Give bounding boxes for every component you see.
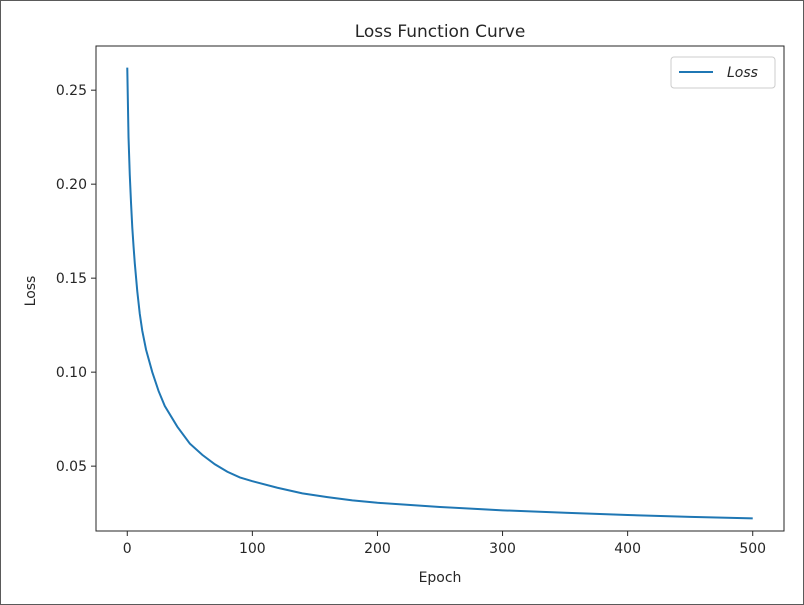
loss-series-line [126,67,753,520]
y-axis: 0.05 0.10 0.15 0.20 0.25 [56,83,96,475]
x-tick-label: 300 [489,541,516,557]
legend-label-loss: Loss [727,65,758,81]
x-tick-label: 500 [739,541,766,557]
plot-area [95,45,785,532]
y-tick-label: 0.05 [56,459,87,475]
chart-title: Loss Function Curve [355,22,526,42]
x-tick-label: 200 [364,541,391,557]
x-tick-label: 100 [239,541,266,557]
y-tick-label: 0.20 [56,177,87,193]
legend-box [670,56,776,89]
x-tick-label: 0 [123,541,132,557]
x-axis-label: Epoch [419,570,462,586]
y-tick-label: 0.10 [56,365,87,381]
y-tick-label: 0.15 [56,271,87,287]
x-tick-label: 400 [614,541,641,557]
legend: Loss [670,56,776,89]
y-axis-label: Loss [23,276,39,307]
x-axis: 0 100 200 300 400 500 [123,531,766,557]
y-tick-label: 0.25 [56,83,87,99]
